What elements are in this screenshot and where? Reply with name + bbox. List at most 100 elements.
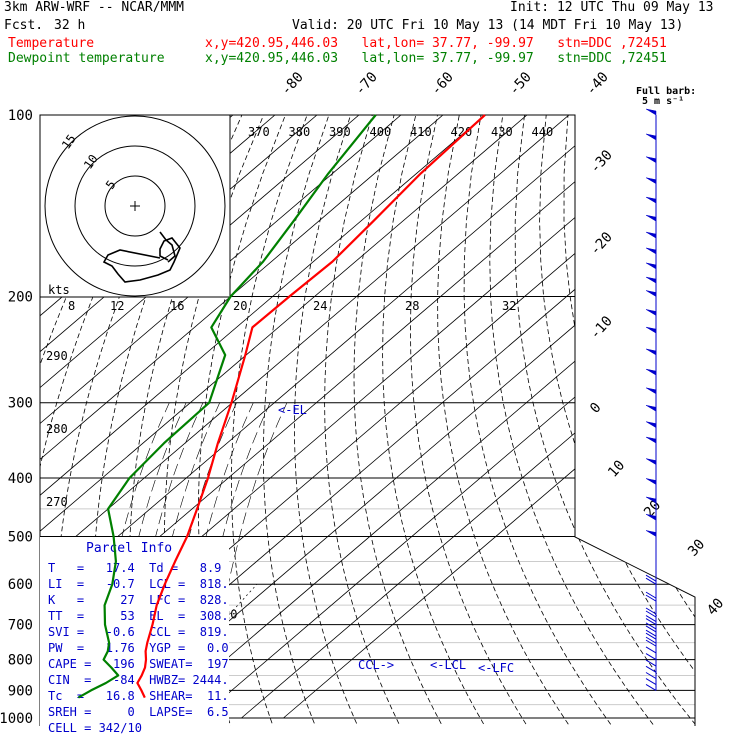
wind-barb-flag: [645, 108, 657, 116]
hodo-speed-tick: 20: [233, 299, 247, 313]
hodograph: 5 10 15: [39, 114, 231, 298]
pressure-tick-label: 900: [8, 683, 33, 699]
isotherm-line: [241, 115, 695, 719]
isotherm-line: [40, 115, 402, 719]
isotherm-label: -50: [506, 69, 535, 99]
wind-barb-flag: [645, 496, 657, 504]
parcel-row: CAPE = 196 SWEAT= 197: [48, 657, 229, 671]
pressure-tick-label: 1000: [0, 711, 33, 727]
isotherm-line: [40, 115, 570, 719]
wind-barb-feather: [645, 653, 657, 660]
wind-barb: [645, 309, 657, 316]
pressure-tick-label: 500: [8, 529, 33, 545]
pressure-tick-label: 600: [8, 577, 33, 593]
wind-barb-feather: [645, 615, 657, 623]
wind-barb-feather: [645, 622, 657, 630]
wind-barb-flag: [645, 156, 657, 164]
wind-barb-flag: [645, 514, 657, 521]
wind-barb: [645, 348, 657, 356]
wind-barb-flag: [645, 196, 657, 204]
theta-left-label: 270: [46, 495, 68, 509]
wind-barb: [645, 156, 657, 164]
theta-label: 370: [248, 125, 270, 139]
wind-barb-feather: [645, 574, 657, 582]
hodo-speed-tick: 32: [502, 299, 516, 313]
wind-barb: [645, 683, 657, 691]
dewpoint-station-info: x,y=420.95,446.03 lat,lon= 37.77, -99.97…: [205, 51, 667, 66]
plot-frame: [40, 114, 696, 726]
wind-barb: [645, 653, 657, 660]
hodo-speed-tick: 12: [110, 299, 124, 313]
isotherm-label: -80: [278, 69, 307, 99]
wind-barb: [645, 368, 657, 376]
dry-adiabat-line: [720, 115, 740, 731]
wind-barb: [645, 478, 657, 485]
isotherm-label: 30: [685, 536, 708, 559]
parcel-row: SVI = -0.6 CCL = 819.: [48, 625, 229, 639]
dewpoint-profile: [77, 114, 377, 699]
temperature-profile: [136, 114, 486, 699]
theta-label: 400: [370, 125, 392, 139]
isotherm-line: [157, 115, 695, 719]
wind-barb: [645, 214, 657, 222]
hodo-speed-tick: 28: [405, 299, 419, 313]
theta-label: 420: [451, 125, 473, 139]
parcel-info-title: Parcel Info: [86, 541, 172, 556]
hodo-origin-icon: [130, 201, 140, 211]
wind-barb-flag: [645, 530, 657, 537]
isotherm-line: [199, 115, 695, 719]
pressure-tick-label: 300: [8, 396, 33, 412]
dry-adiabat-line: [676, 115, 695, 726]
theta-label: 430: [491, 125, 513, 139]
wind-barb-flag: [645, 421, 657, 429]
isotherm-label: -10: [587, 313, 616, 343]
hodo-ring-label: 15: [59, 132, 79, 152]
wind-barb: [645, 678, 657, 685]
wind-barb: [645, 530, 657, 537]
wind-barb: [645, 615, 657, 626]
wind-barb-feather: [645, 678, 657, 685]
temperature-station-info: x,y=420.95,446.03 lat,lon= 37.77, -99.97…: [205, 36, 667, 51]
wind-barb-feather: [645, 683, 657, 691]
dry-adiabat-line: [294, 115, 361, 726]
wind-barb-feather: [645, 610, 657, 618]
wind-barb-feather: [645, 629, 657, 637]
wind-barb-flag: [645, 478, 657, 485]
dry-adiabat-line: [382, 115, 489, 726]
wind-barb: [645, 646, 657, 654]
wind-barb-flag: [645, 348, 657, 356]
dry-adiabat-line: [698, 115, 740, 731]
isotherm-label: -70: [352, 69, 381, 99]
parcel-row: Tc = 16.8 SHEAR= 11.: [48, 689, 229, 703]
wind-barb-flag: [645, 436, 657, 444]
isotherm-label: 10: [605, 457, 628, 480]
dry-adiabat-line: [514, 115, 695, 726]
wind-barb-flag: [645, 387, 657, 395]
wind-barb-flag: [645, 231, 657, 239]
wind-barb-feather: [645, 665, 657, 673]
isotherm-label: -30: [587, 147, 616, 177]
dry-adiabat-line: [609, 115, 695, 726]
isotherm-line: [40, 115, 486, 719]
wind-barb-flag: [645, 247, 657, 255]
parcel-row: LI = -0.7 LCL = 818.: [48, 577, 229, 591]
wind-barb-feather: [645, 639, 657, 647]
wind-barb: [645, 326, 657, 334]
hodograph-trace: [102, 237, 181, 283]
pressure-tick-label: 200: [8, 290, 33, 306]
hodo-units-label: kts: [48, 283, 70, 297]
isotherm-label: 40: [704, 595, 727, 618]
pressure-tick-label: 100: [8, 108, 33, 124]
wind-barb-flag: [645, 133, 657, 141]
wind-barb: [645, 133, 657, 141]
isotherm-line: [40, 115, 528, 719]
theta-label: 410: [410, 125, 432, 139]
isotherm-line: [40, 115, 444, 719]
isotherm-label: -40: [583, 69, 612, 99]
wind-barb-feather: [645, 636, 657, 644]
model-title: 3km ARW-WRF -- NCAR/MMM: [4, 0, 185, 15]
pressure-tick-label: 700: [8, 618, 33, 634]
wind-barb: [645, 574, 657, 585]
isotherm-line: [115, 115, 695, 719]
wind-barb: [645, 436, 657, 444]
